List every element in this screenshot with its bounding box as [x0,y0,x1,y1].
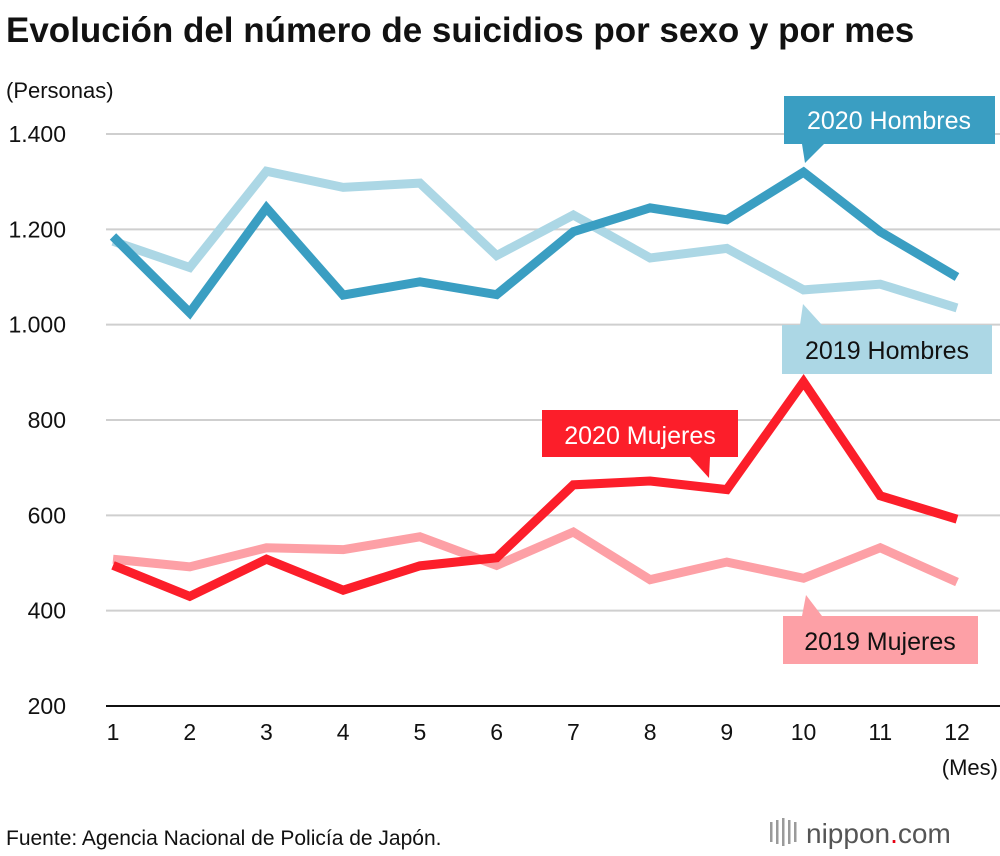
callout-pointer [802,144,824,163]
chart-title: Evolución del número de suicidios por se… [6,11,914,50]
y-axis-unit-label: (Personas) [6,78,114,103]
series-callout: 2020 Hombres [784,96,995,163]
series-labels: 2019 Hombres 2020 Hombres 2019 Mujeres 2020… [542,96,995,664]
y-tick-label: 200 [28,693,66,719]
callout-box [542,410,738,457]
x-tick-label: 3 [260,719,273,745]
series-label: 2019 Hombres [805,337,969,365]
source-note: Fuente: Agencia Nacional de Policía de J… [6,827,441,850]
x-tick-label: 5 [414,719,427,745]
callout-box [782,325,992,374]
x-tick-label: 6 [490,719,503,745]
series-callout: 2019 Hombres [782,304,992,374]
series-callout: 2020 Mujeres [542,410,738,478]
brand-dot: . [890,818,898,849]
series-label: 2019 Mujeres [804,628,955,656]
callout-box [783,616,978,664]
callout-pointer [690,457,710,478]
series-lines [109,166,960,602]
x-tick-label: 8 [644,719,657,745]
brand-main: nippon [806,818,890,849]
series-line-2019-hombres [111,166,959,313]
series-label: 2020 Mujeres [564,422,715,450]
x-tick-label: 4 [337,719,350,745]
y-tick-label: 600 [28,502,66,528]
x-tick-label: 11 [868,719,892,745]
x-tick-label: 2 [183,719,196,745]
x-tick-label: 10 [791,719,817,745]
series-line-2019-mujeres [112,526,959,587]
y-tick-label: 1.400 [8,121,66,147]
callout-box [784,96,995,144]
series-line-2020-hombres [109,166,960,320]
brand-suffix: com [898,818,951,849]
x-tick-label: 1 [107,719,120,745]
series-callout: 2019 Mujeres [783,595,978,664]
callout-pointer [800,304,822,325]
y-tick-label: 800 [28,407,66,433]
x-tick-label: 12 [944,719,970,745]
y-tick-label: 1.200 [8,216,66,242]
nippon-logo-icon [770,818,797,846]
nippon-logo: nippon.com [770,818,951,849]
nippon-logo-text: nippon.com [806,818,951,849]
callout-pointer [802,595,822,616]
y-tick-label: 400 [28,598,66,624]
y-tick-label: 1.000 [8,312,66,338]
x-axis-unit-label: (Mes) [942,755,998,780]
series-line-2020-mujeres [111,373,959,602]
series-label: 2020 Hombres [807,107,971,135]
x-tick-label: 7 [567,719,580,745]
x-tick-label: 9 [720,719,733,745]
